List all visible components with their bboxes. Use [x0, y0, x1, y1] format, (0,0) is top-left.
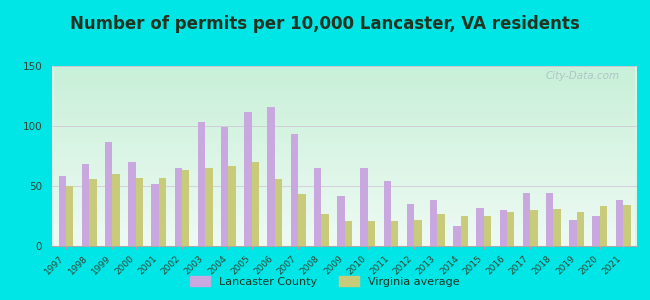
Bar — [407, 204, 414, 246]
Bar — [89, 179, 97, 246]
Bar — [623, 205, 630, 246]
Bar — [414, 220, 422, 246]
Bar — [82, 164, 89, 246]
Bar — [569, 220, 577, 246]
Bar — [159, 178, 166, 246]
Text: City-Data.com: City-Data.com — [545, 71, 619, 81]
Bar — [151, 184, 159, 246]
Bar — [384, 181, 391, 246]
Bar — [391, 221, 398, 246]
Bar — [507, 212, 514, 246]
Bar — [453, 226, 461, 246]
Bar — [105, 142, 112, 246]
Bar — [112, 174, 120, 246]
Bar — [577, 212, 584, 246]
Bar — [523, 193, 530, 246]
Bar — [228, 166, 236, 246]
Bar — [360, 168, 368, 246]
Bar — [175, 168, 182, 246]
Bar — [476, 208, 484, 246]
Bar — [321, 214, 329, 246]
Bar — [368, 221, 375, 246]
Bar — [244, 112, 252, 246]
Bar — [275, 179, 282, 246]
Bar — [291, 134, 298, 246]
Bar — [484, 216, 491, 246]
Bar — [337, 196, 345, 246]
Bar — [437, 214, 445, 246]
Bar — [616, 200, 623, 246]
Bar — [267, 107, 275, 246]
Bar — [461, 216, 468, 246]
Bar — [182, 170, 189, 246]
Bar — [221, 127, 228, 246]
Bar — [205, 168, 213, 246]
Bar — [430, 200, 437, 246]
Bar — [298, 194, 306, 246]
Bar — [198, 122, 205, 246]
Bar — [128, 162, 136, 246]
Bar — [344, 221, 352, 246]
Bar — [58, 176, 66, 246]
Bar — [252, 162, 259, 246]
Text: Number of permits per 10,000 Lancaster, VA residents: Number of permits per 10,000 Lancaster, … — [70, 15, 580, 33]
Bar — [314, 168, 321, 246]
Bar — [592, 216, 600, 246]
Bar — [553, 209, 561, 246]
Legend: Lancaster County, Virginia average: Lancaster County, Virginia average — [186, 272, 464, 291]
Bar — [600, 206, 607, 246]
Bar — [530, 210, 538, 246]
Bar — [66, 186, 73, 246]
Bar — [546, 193, 553, 246]
Bar — [136, 178, 143, 246]
Bar — [500, 210, 507, 246]
